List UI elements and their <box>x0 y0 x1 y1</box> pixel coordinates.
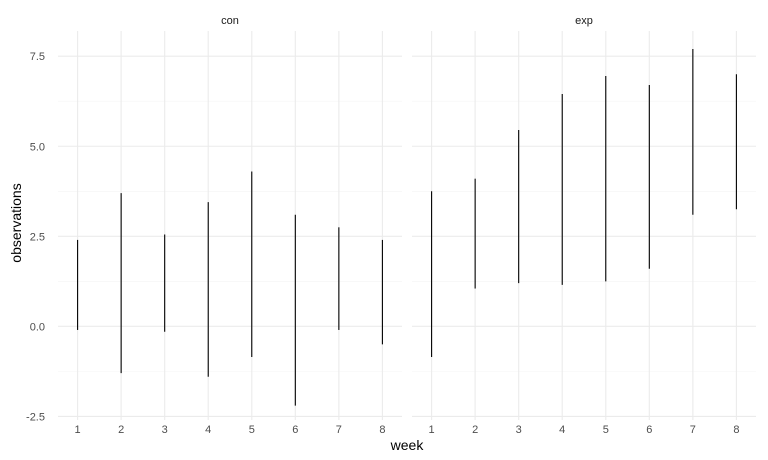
x-tick-label-con-2: 2 <box>118 424 124 436</box>
x-tick-labels: 1 2 3 4 5 6 7 8 1 2 3 4 5 6 7 8 <box>75 424 740 436</box>
facet-label-con: con <box>221 15 239 27</box>
y-tick-label-0: -2.5 <box>26 411 45 423</box>
x-tick-label-con-8: 8 <box>379 424 385 436</box>
x-tick-label-exp-3: 3 <box>516 424 522 436</box>
range-layer <box>77 49 737 406</box>
x-tick-label-con-5: 5 <box>249 424 255 436</box>
x-tick-label-con-7: 7 <box>336 424 342 436</box>
x-tick-label-con-4: 4 <box>205 424 211 436</box>
grid-layer <box>58 31 756 420</box>
x-tick-label-exp-2: 2 <box>472 424 478 436</box>
y-tick-label-1: 0.0 <box>30 321 45 333</box>
y-tick-labels: -2.5 0.0 2.5 5.0 7.5 <box>26 51 45 423</box>
facet-strip-layer: con exp <box>221 15 593 27</box>
x-tick-label-exp-5: 5 <box>603 424 609 436</box>
x-axis-title: week <box>390 437 425 453</box>
x-tick-label-con-1: 1 <box>75 424 81 436</box>
y-axis-title: observations <box>8 183 24 262</box>
y-tick-label-4: 7.5 <box>30 51 45 63</box>
x-tick-label-con-3: 3 <box>162 424 168 436</box>
y-tick-label-3: 5.0 <box>30 141 45 153</box>
y-tick-label-2: 2.5 <box>30 231 45 243</box>
x-tick-label-exp-8: 8 <box>733 424 739 436</box>
x-tick-label-exp-4: 4 <box>559 424 565 436</box>
x-tick-label-exp-6: 6 <box>646 424 652 436</box>
facet-label-exp: exp <box>575 15 593 27</box>
x-tick-label-exp-1: 1 <box>429 424 435 436</box>
x-tick-label-con-6: 6 <box>292 424 298 436</box>
x-tick-label-exp-7: 7 <box>690 424 696 436</box>
